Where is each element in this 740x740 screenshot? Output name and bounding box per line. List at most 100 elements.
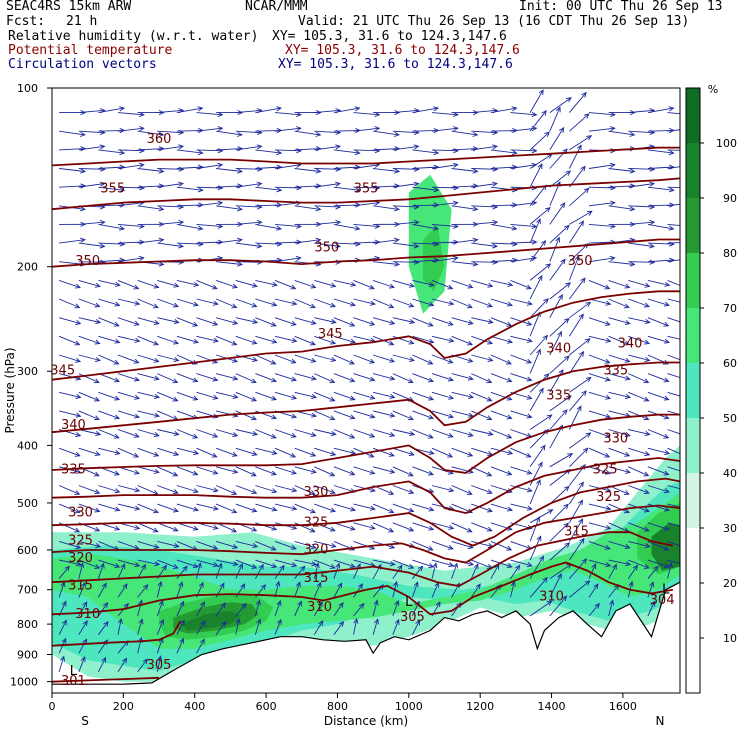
circulation-vector-183 (156, 618, 164, 635)
circulation-vector-512 (392, 219, 420, 226)
circulation-vector-892 (647, 565, 659, 579)
circulation-vector-435 (333, 410, 356, 420)
circulation-vector-577 (431, 354, 454, 364)
circulation-vector-7 (59, 237, 86, 244)
circulation-vector-68 (98, 223, 126, 231)
circulation-vector-773 (569, 390, 587, 412)
org-name: NCAR/MMM (245, 0, 308, 14)
circulation-vector-213 (176, 600, 185, 617)
circulation-vector-82 (98, 485, 121, 494)
circulation-vector-918 (667, 540, 680, 547)
circulation-vector-341 (274, 255, 302, 263)
circulation-vector-392 (314, 144, 342, 151)
circulation-vector-739 (549, 282, 572, 300)
circulation-vector-377 (294, 391, 317, 399)
circulation-vector-580 (431, 410, 455, 419)
circulation-vector-226 (196, 298, 219, 306)
circulation-vector-304 (255, 106, 283, 114)
circulation-vector-51 (78, 485, 101, 495)
circulation-vector-328 (255, 559, 278, 568)
circulation-vector-632 (471, 335, 494, 345)
circulation-vector-877 (647, 298, 671, 307)
circulation-vector-724 (529, 516, 541, 542)
theta-contour-320 (52, 504, 680, 564)
circulation-vector-655 (490, 257, 518, 263)
circulation-vector-290 (235, 391, 258, 402)
circulation-vector-293 (235, 447, 258, 456)
colorbar-swatch-2 (686, 363, 700, 418)
circulation-vector-33 (78, 144, 106, 151)
circulation-vector-573 (431, 279, 454, 290)
circulation-vector-520 (392, 373, 414, 384)
circulation-vector-416 (313, 581, 322, 598)
circulation-vector-808 (588, 559, 612, 568)
theta-contour-340 (52, 361, 680, 434)
circulation-vector-70 (98, 257, 126, 263)
circulation-vector-526 (392, 485, 415, 495)
circulation-vector-813 (608, 130, 636, 137)
circulation-vector-889 (647, 522, 670, 531)
circulation-vector-177 (157, 522, 179, 532)
circulation-vector-610 (451, 447, 474, 457)
circulation-vector-111 (117, 447, 140, 458)
circulation-vector-884 (647, 429, 670, 439)
theta-contour-360 (52, 146, 680, 167)
circulation-vector-302 (235, 602, 247, 617)
circulation-vector-61 (78, 656, 86, 673)
circulation-vector-827 (608, 391, 631, 399)
circulation-vector-894 (647, 600, 656, 617)
circulation-vector-709 (529, 239, 547, 262)
circulation-vector-714 (529, 334, 549, 356)
circulation-vector-365 (294, 168, 322, 174)
circulation-vector-96 (117, 162, 145, 169)
circulation-vector-74 (98, 335, 121, 344)
circulation-vector-476 (353, 617, 359, 635)
colorbar-frame (685, 87, 701, 694)
circulation-vector-661 (490, 373, 513, 383)
circulation-vector-354 (274, 503, 298, 511)
circulation-vector-289 (235, 373, 257, 384)
theta-contour-315 (52, 531, 674, 587)
circulation-vector-871 (647, 186, 675, 193)
circulation-vector-830 (608, 447, 631, 457)
circulation-vector-574 (431, 298, 455, 306)
circulation-vector-859 (628, 466, 650, 477)
circulation-vector-254 (216, 261, 244, 267)
circulation-vector-200 (176, 373, 199, 383)
circulation-vector-509 (392, 166, 420, 172)
circulation-vector-49 (78, 447, 101, 456)
circulation-vector-373 (294, 317, 317, 325)
circulation-vector-430 (333, 317, 356, 327)
circulation-vector-342 (274, 279, 297, 290)
circulation-vector-44 (78, 354, 102, 362)
circulation-vector-21 (58, 503, 81, 514)
circulation-vector-603 (451, 317, 474, 325)
circulation-vector-560 (412, 565, 424, 579)
circulation-vector-196 (176, 298, 200, 307)
circulation-vector-864 (628, 559, 650, 569)
circulation-vector-862 (628, 522, 650, 532)
circulation-vector-775 (569, 432, 592, 449)
circulation-vector-693 (510, 466, 533, 475)
circulation-vector-331 (254, 599, 261, 617)
circulation-vector-496 (372, 466, 396, 474)
circulation-vector-640 (471, 485, 493, 495)
circulation-vector-385 (294, 540, 317, 549)
circulation-vector-429 (333, 298, 357, 307)
circulation-vector-386 (294, 559, 318, 567)
circulation-vector-711 (529, 274, 543, 300)
circulation-vector-175 (157, 485, 179, 495)
contour-label-6: 345 (50, 364, 75, 379)
circulation-vector-185 (156, 655, 163, 672)
circulation-vector-408 (314, 447, 337, 456)
circulation-vector-748 (549, 453, 574, 468)
circulation-vector-249 (216, 168, 244, 174)
circulation-vector-701 (529, 89, 544, 113)
terrain-layer (52, 581, 680, 693)
circulation-vector-366 (294, 183, 322, 189)
circulation-vector-64 (98, 149, 126, 156)
colorbar-tick-label-100: 100 (716, 137, 737, 150)
circulation-vector-277 (235, 144, 263, 151)
y-tick-label-100: 100 (17, 82, 38, 95)
circulation-vector-879 (647, 335, 671, 344)
